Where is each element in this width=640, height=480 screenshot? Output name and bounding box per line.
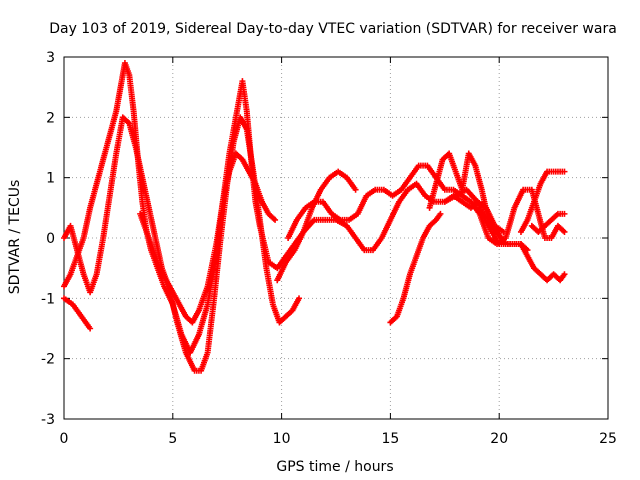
data-point [272, 216, 279, 223]
series-sat-i [441, 192, 507, 235]
series-sat-k [528, 210, 568, 235]
x-tick-label: 10 [273, 431, 291, 447]
data-point [352, 186, 359, 193]
data-point [87, 325, 94, 332]
chart-title: Day 103 of 2019, Sidereal Day-to-day VTE… [49, 21, 617, 37]
series-sat-f [285, 162, 568, 248]
series-sat-j [517, 168, 568, 235]
x-axis-label: GPS time / hours [276, 459, 393, 475]
x-tick-label: 20 [490, 431, 508, 447]
series-sat-e [274, 168, 359, 284]
x-tick-label: 5 [168, 431, 177, 447]
ticks: 0 5 10 15 20 25 -3 -2 -1 0 1 2 3 [41, 50, 617, 447]
series-sat-b [61, 295, 94, 332]
y-axis-label: SDTVAR / TECUs [7, 180, 23, 295]
data-point [561, 228, 568, 235]
series-sat-d [137, 150, 279, 326]
data-point [561, 271, 568, 278]
x-tick-label: 25 [599, 431, 617, 447]
data-point [437, 210, 444, 217]
x-tick-label: 0 [60, 431, 69, 447]
y-tick-label: -1 [41, 291, 55, 307]
y-tick-label: 0 [46, 231, 55, 247]
x-tick-label: 15 [381, 431, 399, 447]
data-points [61, 60, 568, 374]
data-point [296, 295, 303, 302]
data-point [561, 210, 568, 217]
series-sat-g [387, 210, 444, 326]
data-point [561, 168, 568, 175]
y-tick-label: 2 [46, 110, 55, 126]
y-tick-label: -2 [41, 352, 55, 368]
data-point [500, 228, 507, 235]
y-tick-label: 1 [46, 171, 55, 187]
y-tick-label: 3 [46, 50, 55, 66]
y-tick-label: -3 [41, 412, 55, 428]
